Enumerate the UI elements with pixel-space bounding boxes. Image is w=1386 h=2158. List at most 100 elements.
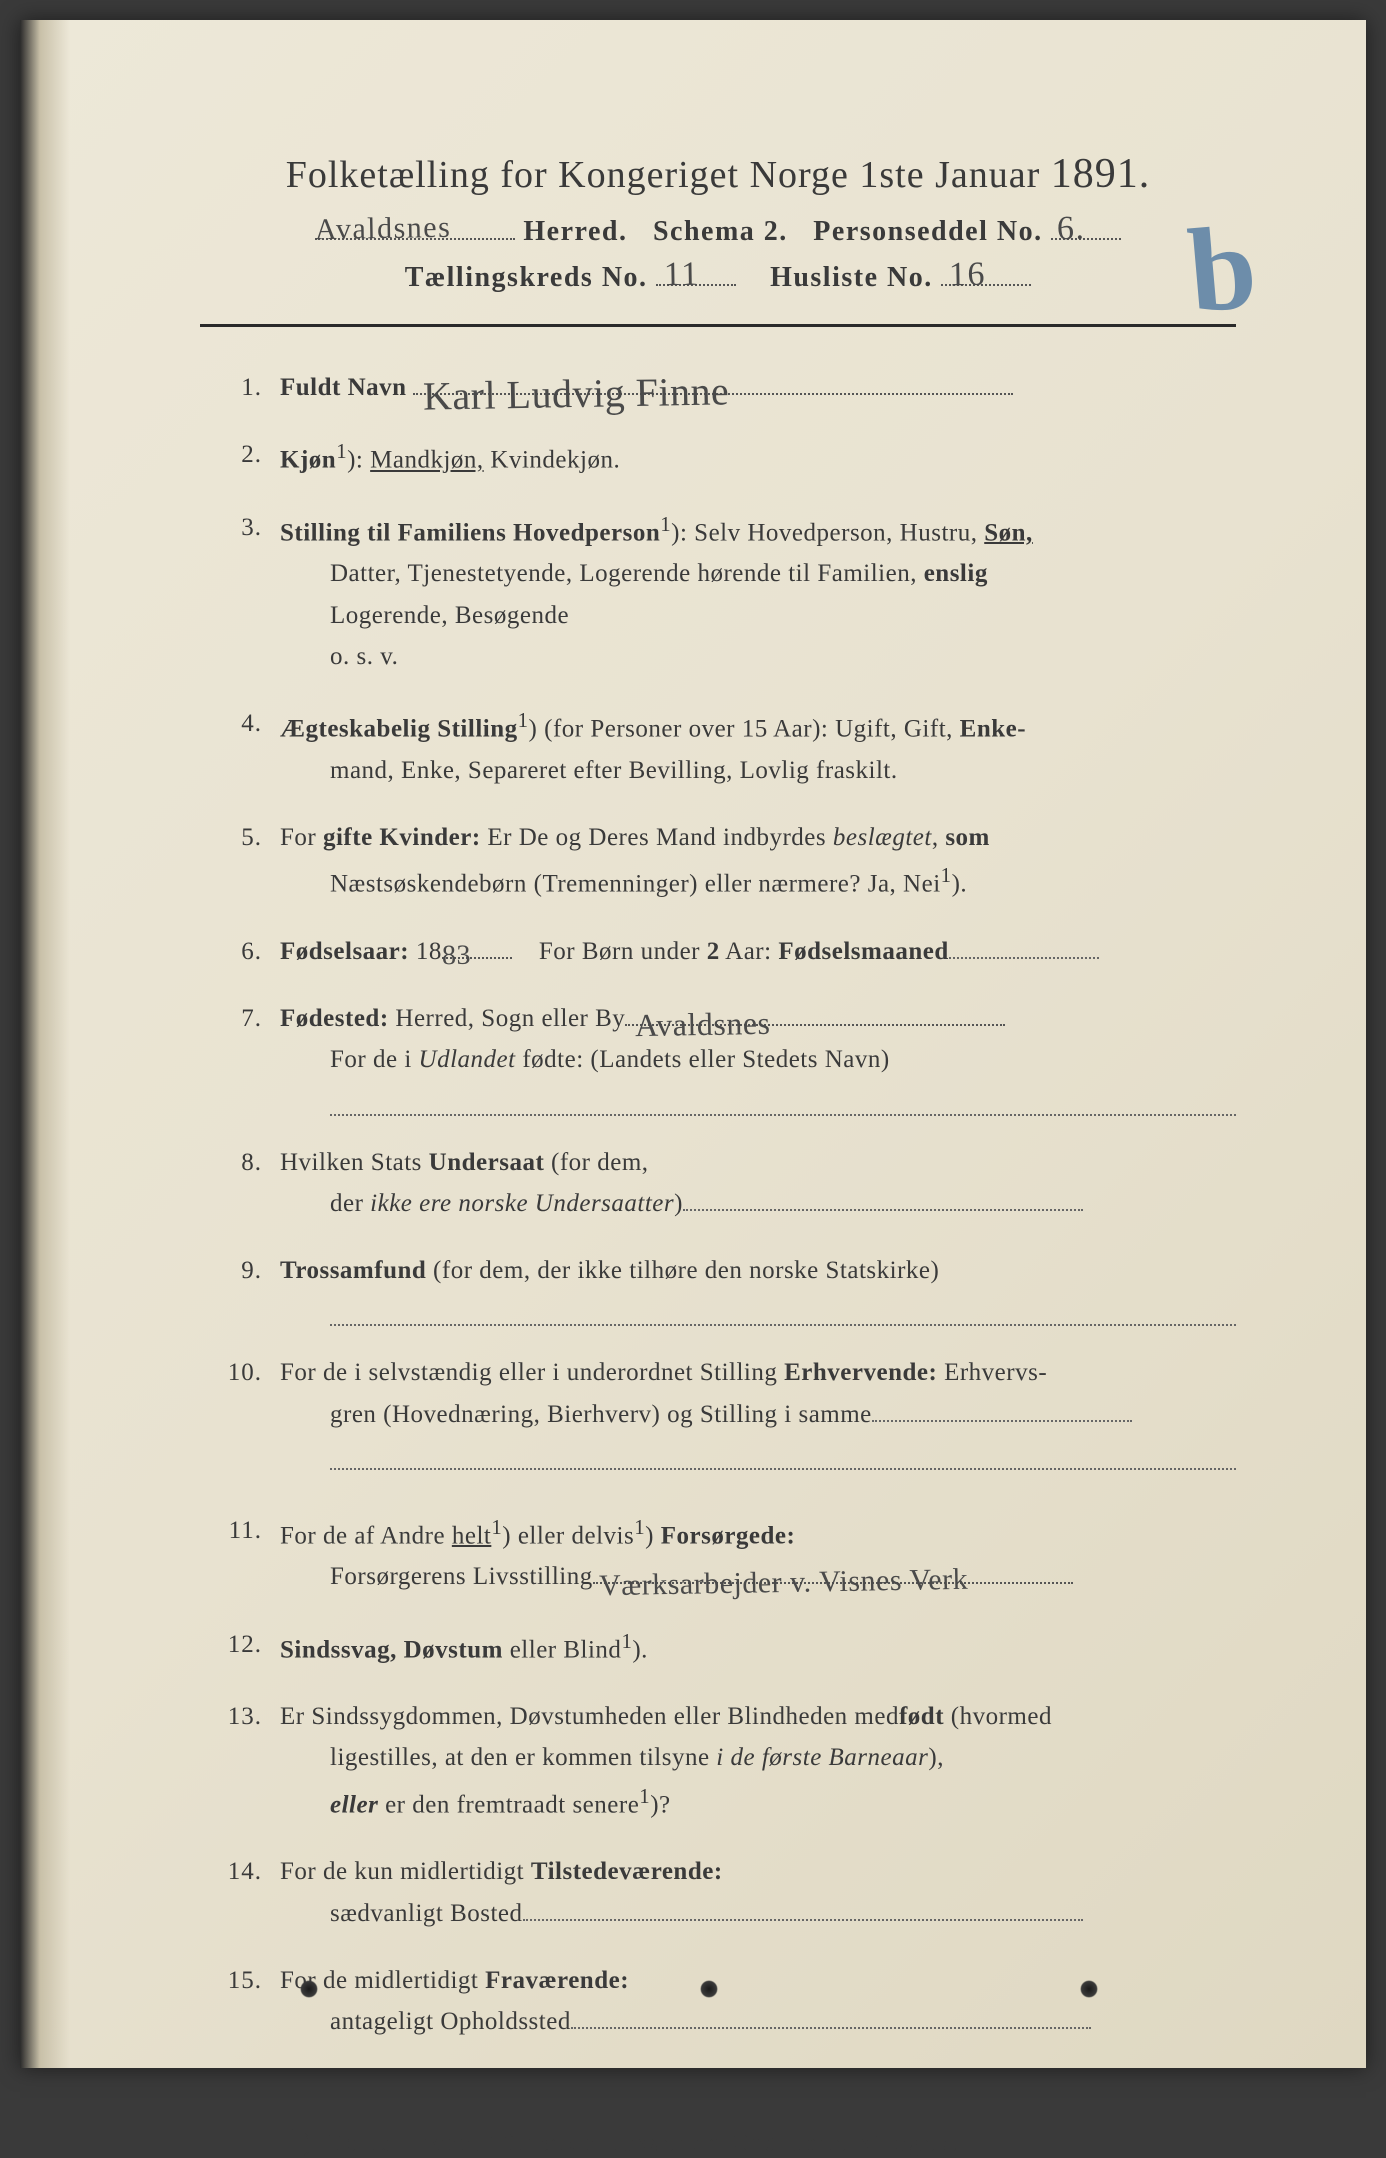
item-body: For de midlertidigt Fraværende: antageli… — [280, 1960, 1236, 2043]
punch-hole — [300, 1980, 318, 1998]
herred-handwritten: Avaldsnes — [315, 211, 452, 247]
t: Fødselsmaaned — [778, 938, 948, 965]
t: , — [932, 824, 946, 851]
birthyear-hw: 83 — [441, 933, 471, 980]
item-num: 15. — [210, 1960, 280, 2043]
t: ) — [645, 1522, 661, 1549]
item-7-label: Fødested: — [280, 1005, 389, 1032]
item-11: 11. For de af Andre helt1) eller delvis1… — [210, 1510, 1236, 1598]
husliste-label: Husliste No. — [770, 262, 933, 293]
item-13: 13. Er Sindssygdommen, Døvstumheden elle… — [210, 1696, 1236, 1825]
form-header: Folketælling for Kongeriget Norge 1ste J… — [200, 150, 1236, 294]
item-15: 15. For de midlertidigt Fraværende: anta… — [210, 1960, 1236, 2043]
t: ). — [632, 1636, 648, 1663]
t: eller Blind — [503, 1636, 621, 1663]
t: For de i — [330, 1046, 419, 1073]
t: ): Selv Hovedperson, Hustru, — [671, 519, 984, 546]
header-title: Folketælling for Kongeriget Norge 1ste J… — [200, 150, 1236, 198]
item-7: 7. Fødested: Herred, Sogn eller ByAvalds… — [210, 998, 1236, 1116]
item-body: For de kun midlertidigt Tilstedeværende:… — [280, 1851, 1236, 1934]
t: ): — [347, 447, 370, 474]
opt-mandkjon: Mandkjøn, — [370, 447, 484, 474]
sup: 1 — [660, 512, 671, 536]
t: ), — [928, 1744, 944, 1771]
sup: 1 — [518, 708, 529, 732]
item-8-label: Undersaat — [429, 1149, 545, 1176]
t: i de første Barneaar — [716, 1744, 928, 1771]
item-body: Sindssvag, Døvstum eller Blind1). — [280, 1624, 1236, 1671]
item-num: 4. — [210, 703, 280, 791]
schema-label: Schema 2. — [653, 216, 788, 247]
item-body: Er Sindssygdommen, Døvstumheden eller Bl… — [280, 1696, 1236, 1825]
t: )? — [650, 1791, 670, 1818]
punch-hole — [1080, 1980, 1098, 1998]
t: ligestilles, at den er kommen tilsyne — [330, 1744, 716, 1771]
t: som — [945, 824, 990, 851]
item-num: 10. — [210, 1352, 280, 1470]
footnote: 1) De for hvert Tilfælde passende Ord un… — [200, 2122, 1236, 2157]
kreds-label: Tællingskreds No. — [405, 262, 648, 293]
t: 18 — [409, 938, 442, 965]
dotted-line — [330, 1291, 1236, 1326]
t: helt — [452, 1522, 492, 1549]
birthplace-hw: Avaldsnes — [635, 997, 771, 1052]
item-6: 6. Fødselsaar: 1883 For Børn under 2 Aar… — [210, 931, 1236, 972]
item-num: 13. — [210, 1696, 280, 1825]
t: gifte Kvinder: — [323, 824, 481, 851]
opt-son: Søn, — [984, 519, 1033, 546]
sup: 1 — [336, 439, 347, 463]
item-10-label: Erhvervende: — [784, 1359, 937, 1386]
item-2: 2. Kjøn1): Mandkjøn, Kvindekjøn. — [210, 434, 1236, 481]
footnote-text: ) De for hvert Tilfælde passende Ord und… — [303, 2130, 960, 2157]
item-num: 3. — [210, 507, 280, 677]
t: For de kun midlertidigt — [280, 1858, 531, 1885]
sup: 1 — [491, 1515, 502, 1539]
sup: 1 — [634, 1515, 645, 1539]
item-3-label: Stilling til Familiens Hovedperson — [280, 519, 660, 546]
t: Datter, Tjenestetyende, Logerende hørend… — [330, 560, 924, 587]
personseddel-no: 6. — [1057, 210, 1086, 248]
item-12: 12. Sindssvag, Døvstum eller Blind1). — [210, 1624, 1236, 1671]
item-body: For gifte Kvinder: Er De og Deres Mand i… — [280, 817, 1236, 905]
t: Næstsøskendebørn (Tremenninger) eller næ… — [330, 871, 941, 898]
item-num: 12. — [210, 1624, 280, 1671]
sup: 1 — [639, 1784, 650, 1808]
item-body: Trossamfund (for dem, der ikke tilhøre d… — [280, 1250, 1236, 1326]
t: er den fremtraadt senere — [378, 1791, 639, 1818]
item-body: Stilling til Familiens Hovedperson1): Se… — [280, 507, 1236, 677]
t: Udlandet — [419, 1046, 516, 1073]
item-body: Ægteskabelig Stilling1) (for Personer ov… — [280, 703, 1236, 791]
item-num: 9. — [210, 1250, 280, 1326]
t: Er De og Deres Mand indbyrdes — [481, 824, 833, 851]
t: ) (for Personer over 15 Aar): Ugift, Gif… — [529, 715, 960, 742]
opt-enslig: enslig — [924, 560, 988, 587]
t: Aar: — [720, 938, 779, 965]
herred-label: Herred. — [523, 216, 627, 247]
item-body: Fuldt Navn Karl Ludvig Finne — [280, 367, 1236, 408]
item-6-label: Fødselsaar: — [280, 938, 409, 965]
t: antageligt Opholdssted — [330, 2008, 571, 2035]
t: For Børn under — [539, 938, 707, 965]
sup: 1 — [621, 1629, 632, 1653]
punch-hole — [700, 1980, 718, 1998]
item-2-label: Kjøn — [280, 447, 336, 474]
item-14-label: Tilstedeværende: — [531, 1858, 723, 1885]
name-handwritten: Karl Ludvig Finne — [423, 358, 730, 429]
t: ) eller delvis — [502, 1522, 634, 1549]
footnote-sup: 1 — [290, 2122, 303, 2146]
header-line-2: Avaldsnes Herred. Schema 2. Personseddel… — [200, 216, 1236, 248]
t: Erhvervs- — [937, 1359, 1047, 1386]
item-5: 5. For gifte Kvinder: Er De og Deres Man… — [210, 817, 1236, 905]
title-text: Folketælling for Kongeriget Norge 1ste J… — [286, 154, 1041, 196]
t: o. s. v. — [280, 636, 1236, 677]
item-15-label: Fraværende: — [485, 1967, 629, 1994]
item-10: 10. For de i selvstændig eller i underor… — [210, 1352, 1236, 1470]
t: ). — [952, 871, 968, 898]
item-1-label: Fuldt Navn — [280, 374, 407, 401]
t: For de i selvstændig eller i underordnet… — [280, 1359, 784, 1386]
t: Herred, Sogn eller By — [389, 1005, 626, 1032]
t: sædvanligt Bosted — [330, 1900, 523, 1927]
t: beslægtet — [833, 824, 932, 851]
item-num: 8. — [210, 1142, 280, 1225]
item-8: 8. Hvilken Stats Undersaat (for dem, der… — [210, 1142, 1236, 1225]
